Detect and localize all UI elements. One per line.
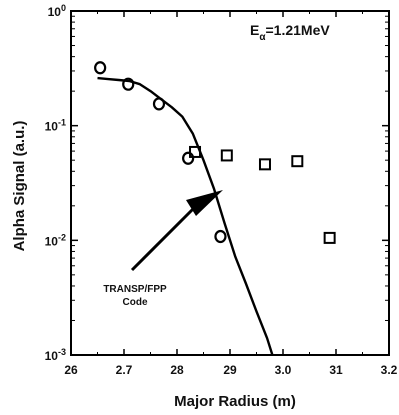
data-markers (94, 61, 336, 244)
y-tick-label: 10-3 (45, 347, 66, 363)
x-axis-title: Major Radius (m) (174, 393, 296, 410)
y-tick-label: 100 (48, 3, 66, 19)
x-tick-label: 2.7 (116, 363, 133, 377)
y-tick-label: 10-1 (45, 118, 66, 134)
y-axis-title: Alpha Signal (a.u.) (11, 121, 28, 252)
x-tick-label: 3.2 (381, 363, 398, 377)
x-tick-label: 26 (64, 363, 78, 377)
model-curve (97, 76, 274, 356)
y-tick-labels: 10-3 10-2 10-1 100 (45, 3, 66, 363)
circle-point (94, 61, 107, 75)
x-tick-label: 28 (170, 363, 184, 377)
square-point (323, 231, 336, 244)
x-tick-label: 3.0 (275, 363, 292, 377)
y-tick-label: 10-2 (45, 232, 66, 248)
circle-point (122, 77, 135, 91)
model-curve-layer (97, 76, 274, 356)
circle-point (182, 151, 195, 165)
circle-point (214, 229, 227, 244)
square-point (189, 145, 202, 158)
annotation-arrow-head (186, 190, 223, 216)
plot-frame (70, 10, 390, 356)
annotation-line2: Code (123, 297, 148, 308)
square-point (258, 158, 271, 171)
annotation-arrow-shaft (130, 204, 198, 272)
annotation: TRANSP/FPP Code (103, 190, 223, 308)
x-tick-label: 31 (329, 363, 343, 377)
annotation-line1: TRANSP/FPP (103, 284, 167, 295)
x-tick-label: 29 (223, 363, 237, 377)
plot-area (70, 10, 390, 356)
square-point (291, 155, 304, 168)
axis-ticks (70, 10, 390, 356)
circle-point (152, 97, 166, 111)
square-point (220, 149, 233, 162)
energy-label: Eα=1.21MeV (250, 22, 330, 43)
x-tick-labels: 26 2.7 28 29 3.0 31 3.2 (64, 363, 397, 377)
